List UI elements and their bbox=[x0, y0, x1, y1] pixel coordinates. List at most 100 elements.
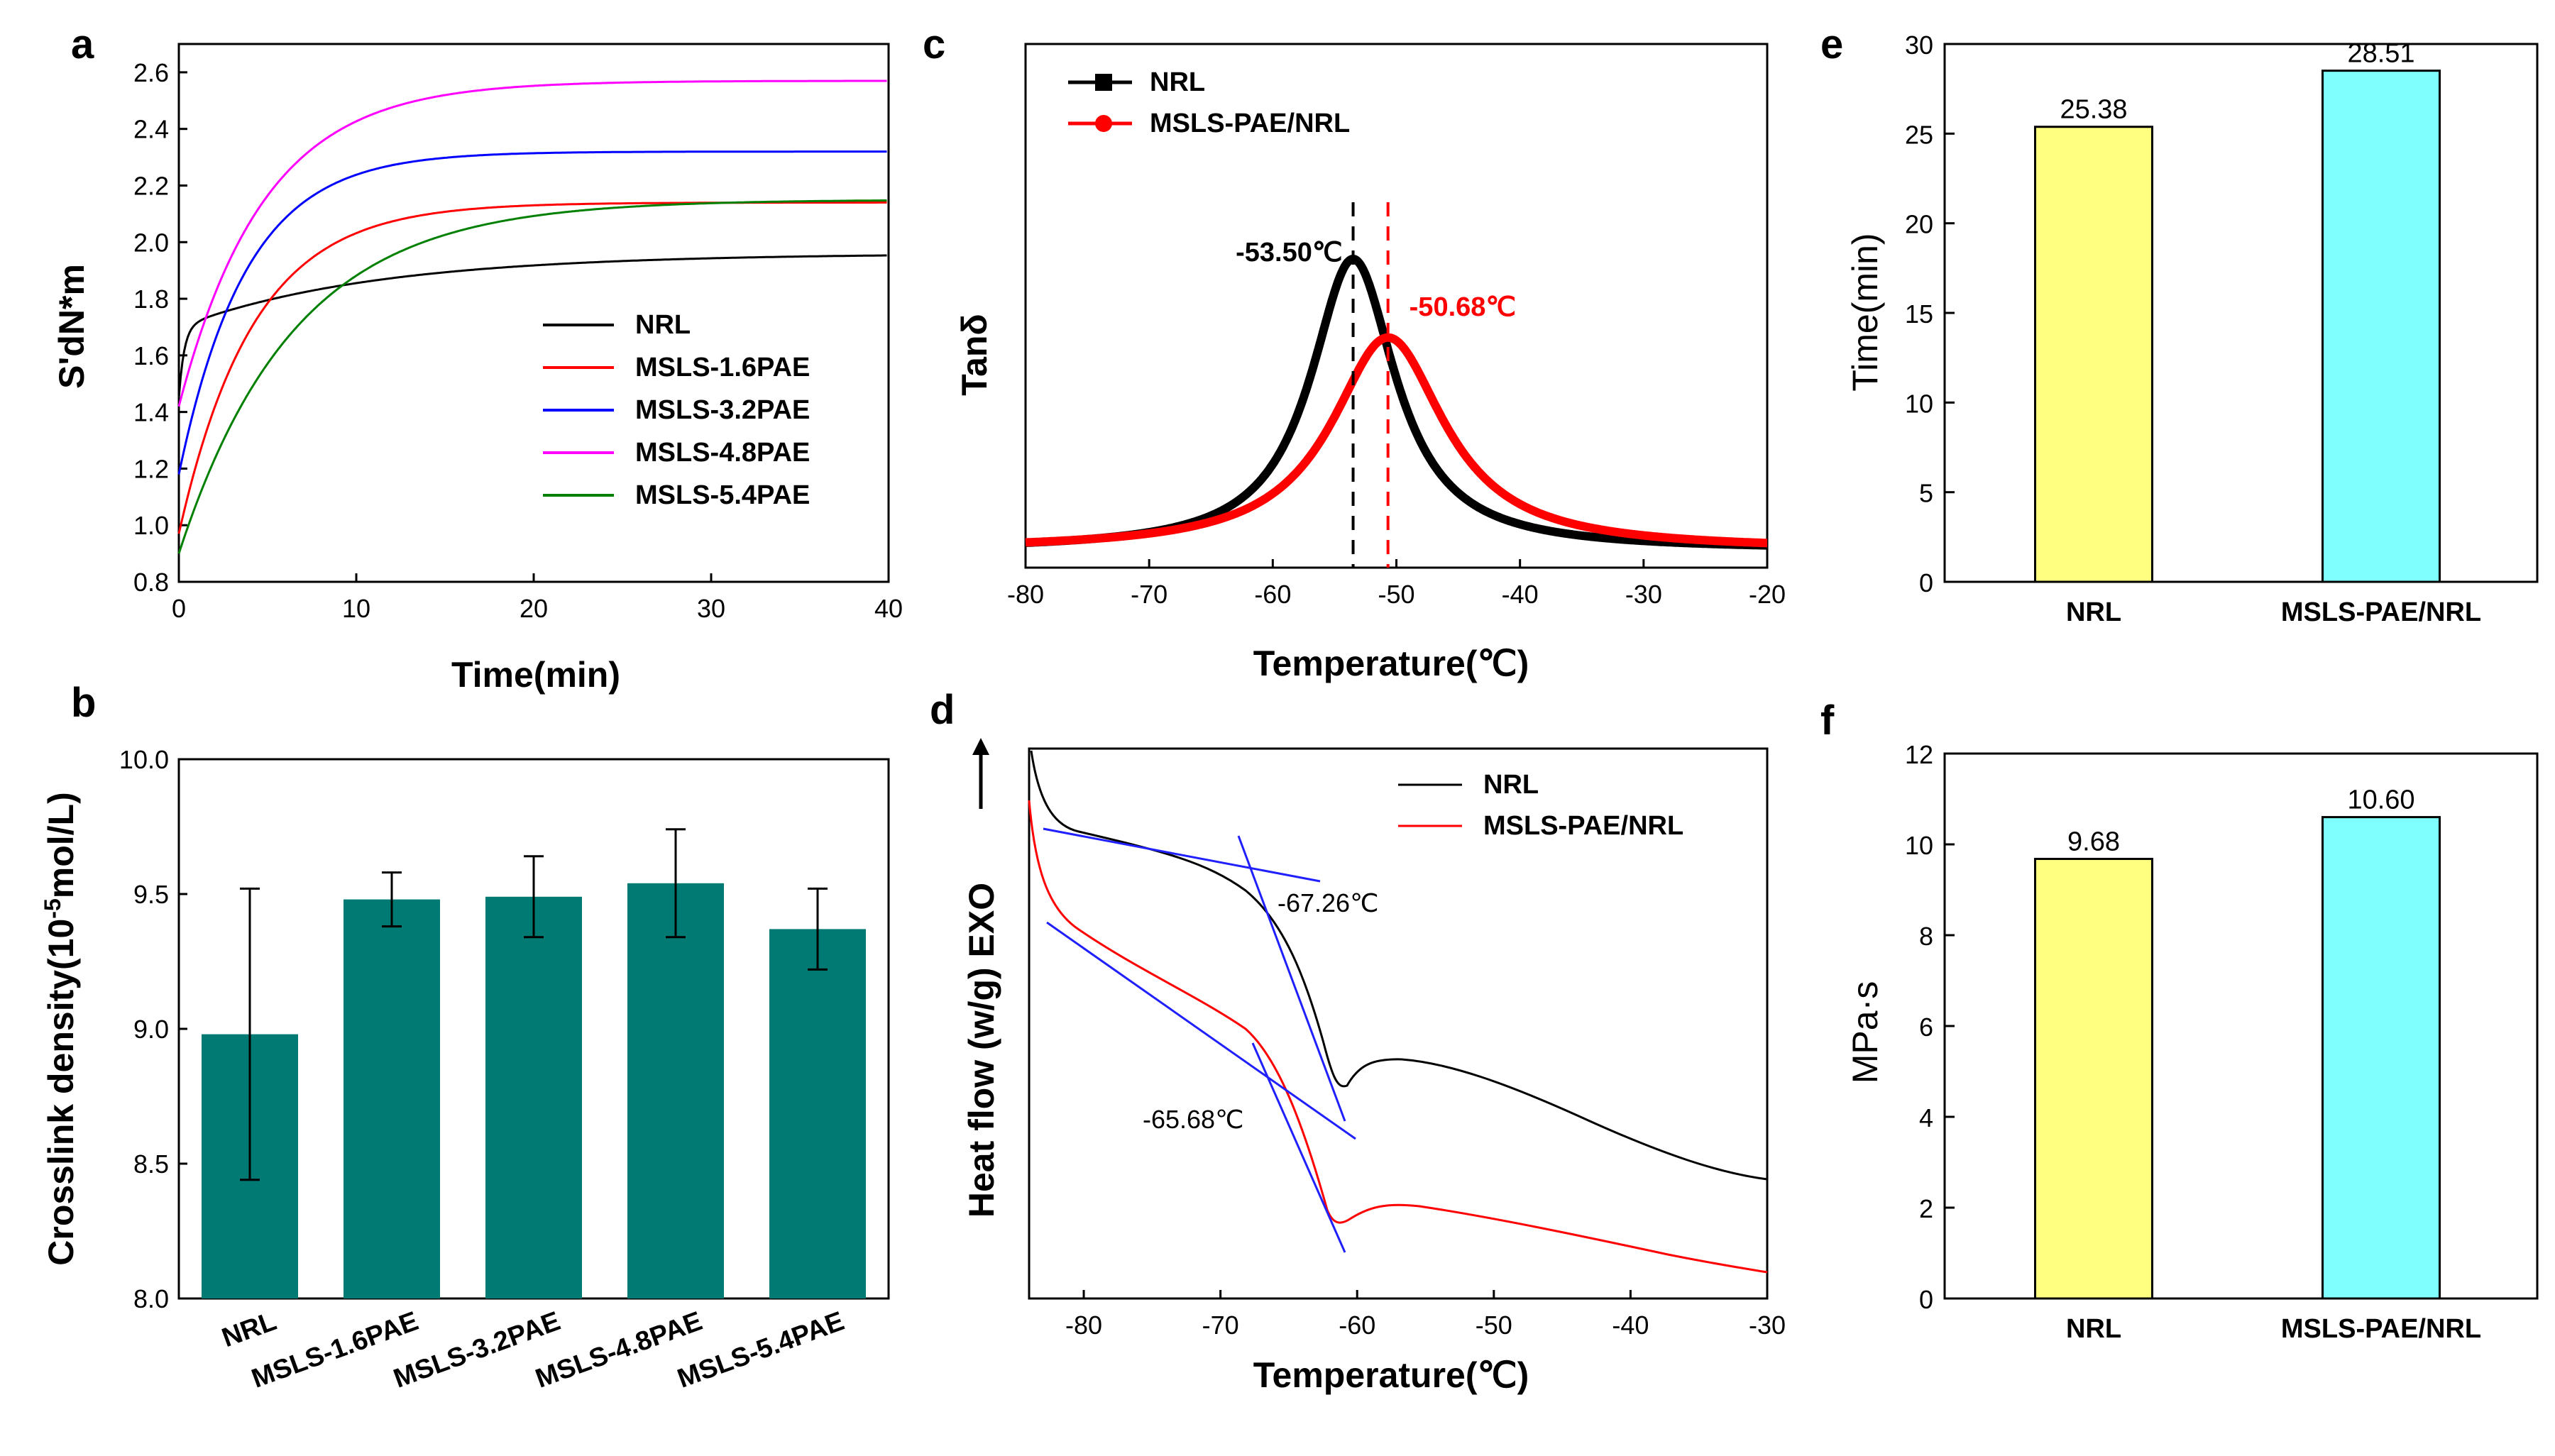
panel-letter-a: a bbox=[71, 21, 94, 67]
d-tangent bbox=[1043, 827, 1321, 883]
f-category-label: NRL bbox=[2066, 1314, 2121, 1344]
a-ytick-label: 2.0 bbox=[133, 228, 169, 257]
panel-a-xlabel: Time(min) bbox=[451, 655, 620, 695]
b-bar bbox=[627, 883, 724, 1298]
a-legend-label: MSLS-3.2PAE bbox=[635, 395, 810, 425]
d-xtick-label: -70 bbox=[1202, 1311, 1239, 1340]
c-xtick-label: -60 bbox=[1254, 580, 1291, 609]
panel-f-ylabel: MPa·s bbox=[1845, 981, 1885, 1083]
f-ytick-label: 8 bbox=[1919, 922, 1933, 951]
e-value-label: 25.38 bbox=[2060, 95, 2127, 125]
f-category-label: MSLS-PAE/NRL bbox=[2281, 1314, 2481, 1344]
c-legend-label: NRL bbox=[1150, 67, 1205, 97]
c-legend-marker bbox=[1095, 115, 1112, 132]
d-legend-label: NRL bbox=[1483, 770, 1539, 800]
panel-d-ylabel-group: Heat flow (w/g) EXO bbox=[962, 738, 1001, 1218]
a-xtick-label: 10 bbox=[342, 594, 370, 623]
panel-letter-f: f bbox=[1820, 697, 1835, 744]
d-tangent bbox=[1251, 1042, 1346, 1253]
a-ytick-label: 2.6 bbox=[133, 58, 169, 87]
e-ytick-label: 30 bbox=[1905, 31, 1933, 60]
f-ytick-label: 6 bbox=[1919, 1013, 1933, 1042]
a-ytick-label: 2.4 bbox=[133, 115, 169, 144]
f-plot-frame bbox=[1943, 752, 2539, 1300]
panel-c-plot: -80 -70 -60 -50 -40 -30 -20 -53.50℃ -50.68℃ NRL MS… bbox=[1007, 43, 1786, 609]
d-xtick-label: -40 bbox=[1612, 1311, 1649, 1340]
c-series-line bbox=[1022, 333, 1771, 548]
c-plot-frame bbox=[1024, 43, 1769, 569]
panel-b-ylabel-sup: -5 bbox=[40, 898, 65, 918]
f-bar bbox=[2322, 816, 2441, 1300]
e-bar bbox=[2322, 70, 2441, 583]
a-xtick-label: 20 bbox=[520, 594, 548, 623]
panel-c: c -80 -70 -60 -50 -40 -30 -20 -53.50℃ -50.68℃ NRL… bbox=[923, 21, 1786, 683]
a-xtick-label: 40 bbox=[874, 594, 903, 623]
a-series-line bbox=[177, 150, 887, 475]
e-plot-frame bbox=[1943, 43, 2539, 583]
c-xtick-label: -80 bbox=[1007, 580, 1044, 609]
e-value-label: 28.51 bbox=[2347, 39, 2414, 69]
a-series-line bbox=[177, 199, 887, 554]
c-xtick-label: -30 bbox=[1625, 580, 1662, 609]
a-ytick-label: 1.6 bbox=[133, 341, 169, 370]
d-xtick-label: -50 bbox=[1476, 1311, 1512, 1340]
panel-letter-c: c bbox=[923, 21, 945, 67]
panel-f: f 0 2 4 6 8 10 12 9.68 NRL 10.60 MSLS-PAE/NRL MPa·… bbox=[1820, 697, 2539, 1344]
f-ytick-label: 4 bbox=[1919, 1103, 1933, 1132]
b-ytick-label: 9.5 bbox=[133, 880, 169, 909]
f-bar bbox=[2034, 857, 2153, 1300]
panel-c-ylabel: Tanδ bbox=[955, 314, 994, 396]
a-ytick-label: 0.8 bbox=[133, 568, 169, 597]
d-annotation: -65.68℃ bbox=[1143, 1105, 1244, 1134]
e-ytick-label: 0 bbox=[1919, 568, 1933, 597]
f-ytick-label: 2 bbox=[1919, 1194, 1933, 1223]
panel-a-ylabel: S'dN*m bbox=[52, 264, 92, 389]
e-ytick-label: 10 bbox=[1905, 389, 1933, 418]
e-category-label: NRL bbox=[2066, 597, 2121, 627]
d-series-nrl bbox=[1030, 750, 1768, 1181]
panel-c-xlabel: Temperature(℃) bbox=[1253, 644, 1529, 683]
panel-d-plot: -80 -70 -60 -50 -40 -30 -67.26℃ -65.68℃ NRL MSLS-… bbox=[1028, 747, 1786, 1340]
a-legend-label: MSLS-5.4PAE bbox=[635, 480, 810, 510]
b-ytick-label: 8.0 bbox=[133, 1284, 169, 1313]
a-ytick-label: 1.0 bbox=[133, 511, 169, 540]
e-ytick-label: 20 bbox=[1905, 210, 1933, 239]
b-bar bbox=[344, 899, 440, 1298]
panel-b-ylabel: Crosslink density(10-5mol/L) bbox=[40, 792, 81, 1266]
exo-arrow-head bbox=[972, 738, 989, 755]
panel-a-plot: 0 10 20 30 40 0.8 1.0 1.2 1.4 1.6 1.8 2.0 2.2 2.4 2.6 N… bbox=[133, 43, 903, 623]
e-ytick-label: 5 bbox=[1919, 479, 1933, 508]
d-xtick-label: -30 bbox=[1749, 1311, 1786, 1340]
a-ytick-label: 1.4 bbox=[133, 398, 169, 427]
d-xtick-label: -60 bbox=[1339, 1311, 1375, 1340]
a-series-line bbox=[177, 254, 887, 398]
e-category-label: MSLS-PAE/NRL bbox=[2281, 597, 2481, 627]
panel-b-ylabel-tail: mol/L) bbox=[41, 792, 81, 898]
c-xtick-label: -40 bbox=[1502, 580, 1539, 609]
d-annotation: -67.26℃ bbox=[1278, 888, 1379, 917]
panel-f-plot: 0 2 4 6 8 10 12 9.68 NRL 10.60 MSLS-PAE/NRL bbox=[1905, 740, 2539, 1344]
a-ytick-label: 1.8 bbox=[133, 285, 169, 314]
a-ytick-label: 1.2 bbox=[133, 454, 169, 483]
panel-b: b 8.08.59.09.510.0NRLMSLS-1.6PAEMSLS-3.2… bbox=[40, 680, 890, 1394]
a-legend-label: MSLS-4.8PAE bbox=[635, 438, 810, 468]
panel-letter-b: b bbox=[71, 680, 96, 726]
panel-d: d -80 -70 -60 -50 -40 -30 -67.26℃ -65.68℃ NRL MSL… bbox=[930, 687, 1786, 1395]
f-ytick-label: 10 bbox=[1905, 831, 1933, 860]
panel-letter-d: d bbox=[930, 687, 955, 733]
f-value-label: 9.68 bbox=[2067, 827, 2120, 856]
d-series-msls bbox=[1028, 800, 1768, 1274]
c-legend-marker bbox=[1095, 74, 1112, 91]
panel-e: e 05101520253025.38NRL28.51MSLS-PAE/NRL … bbox=[1820, 21, 2539, 627]
d-tangent bbox=[1046, 921, 1356, 1140]
e-bar bbox=[2034, 126, 2153, 583]
a-legend-label: NRL bbox=[635, 310, 691, 340]
a-legend-label: MSLS-1.6PAE bbox=[635, 353, 810, 382]
c-annotation: -53.50℃ bbox=[1236, 238, 1342, 268]
e-ytick-label: 15 bbox=[1905, 299, 1933, 329]
panel-b-plot: 8.08.59.09.510.0NRLMSLS-1.6PAEMSLS-3.2PA… bbox=[119, 745, 890, 1394]
c-xtick-label: -50 bbox=[1378, 580, 1414, 609]
panel-a: a 0 10 20 30 40 0.8 1.0 1.2 1.4 1.6 1.8 2.0 2.2 2.4 2.… bbox=[52, 21, 903, 695]
c-xtick-label: -70 bbox=[1131, 580, 1167, 609]
